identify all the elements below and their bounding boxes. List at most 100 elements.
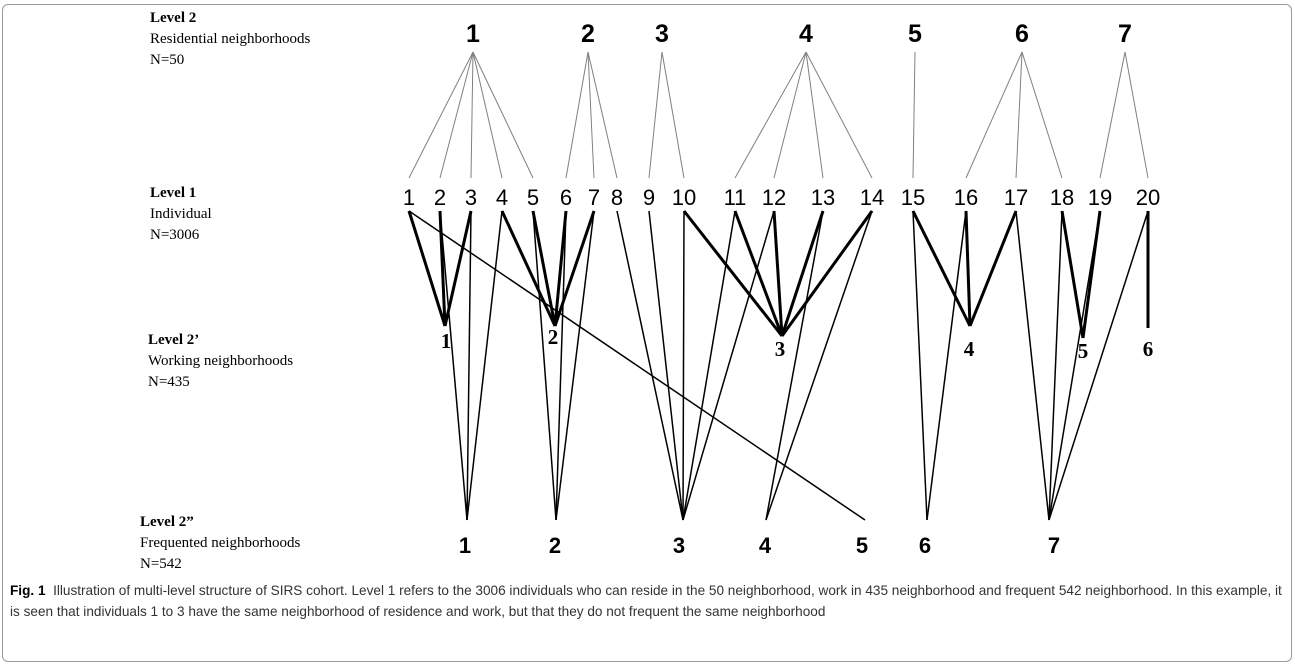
individual-node-label: 11 [724,185,747,210]
work-edge [553,210,568,327]
level-n: N=50 [150,52,185,68]
frequent-edge [439,210,468,521]
residential-node-label: 5 [908,20,922,48]
residence-edge [965,51,1023,179]
frequented-node-label: 4 [759,533,772,558]
individual-node-label: 13 [811,185,835,210]
residence-edge [912,51,916,179]
individual-node-label: 17 [1004,185,1028,210]
frequented-node-label: 2 [549,533,561,558]
frequent-edge [532,210,557,521]
residence-edge [472,51,534,179]
work-edge [682,210,784,337]
individual-node-label: 8 [611,185,623,210]
individual-node-label: 3 [465,185,477,210]
residence-edge [587,51,618,179]
individual-node-label: 19 [1088,185,1112,210]
residence-edge [734,51,807,179]
frequent-edge [648,210,684,521]
frequent-edge [682,210,685,521]
work-edge [443,210,473,327]
work-edge [1060,210,1085,339]
residence-edges [408,51,1149,179]
frequent-edge [1048,210,1063,521]
individual-node-label: 4 [496,185,508,210]
frequent-edge [682,210,775,521]
individual-node-label: 15 [901,185,925,210]
residence-edge [565,51,589,179]
individual-node-label: 10 [672,185,696,210]
residence-edge [472,51,503,179]
individual-node-label: 7 [588,185,600,210]
frequent-edges [408,210,1149,521]
frequented-node-label: 7 [1048,533,1060,558]
work-edge [407,210,447,327]
residential-node-label: 3 [655,20,669,48]
residence-edge [648,51,663,179]
frequent-edge [765,210,824,521]
individual-node-label: 12 [762,185,786,210]
level-title: Level 2” [140,514,194,530]
work-edge [780,210,874,337]
frequent-edge [1015,210,1050,521]
multilevel-diagram: 1 2 3 4 5 6 71 2 3 4 5 6 7 8 9 10 11 12 13 14 15 16 17 18 19 201 2… [403,20,1160,558]
level-title: Level 2’ [148,332,200,348]
level-label-frequented: Level 2” Frequented neighborhoods N=542 [140,512,300,575]
working-node-label: 3 [775,337,786,361]
residence-edge [1015,51,1023,179]
level-desc: Frequented neighborhoods [140,535,301,551]
residence-edge [1099,51,1126,179]
working-node-label: 2 [548,325,559,349]
level-desc: Residential neighborhoods [150,31,311,47]
work-edge [780,210,825,337]
frequented-node-label: 1 [459,533,471,558]
residential-node-label: 2 [581,20,595,48]
residential-node-label: 4 [799,20,813,48]
level-n: N=542 [140,556,182,572]
residence-edge [1021,51,1063,179]
frequent-edge [466,210,472,521]
residence-edge [1124,51,1149,179]
level-label-working: Level 2’ Working neighborhoods N=435 [148,330,293,393]
work-edge [531,210,557,327]
individual-node-label: 2 [434,185,446,210]
frequent-edge [1048,210,1101,521]
work-edge [733,210,784,337]
figure-frame [2,4,1292,662]
working-node-label: 6 [1143,337,1154,361]
work-edge [438,210,447,327]
residence-edge [805,51,824,179]
working-node-label: 5 [1078,339,1089,363]
work-edge [968,210,1018,327]
frequent-edge [682,210,736,521]
individual-node-label: 18 [1050,185,1074,210]
individual-node-label: 16 [954,185,978,210]
level-title: Level 1 [150,185,197,201]
caption-label: Fig. 1 [10,583,46,598]
residential-node-label: 7 [1118,20,1132,48]
residence-edge [805,51,873,179]
individual-node-label: 5 [527,185,539,210]
work-edge [772,210,784,337]
figure-caption: Fig. 1 Illustration of multi-level struc… [10,580,1285,622]
working-node-label: 4 [964,337,975,361]
level-n: N=3006 [150,227,200,243]
frequented-node-label: 3 [673,533,685,558]
individual-node-label: 20 [1136,185,1160,210]
residence-edge [470,51,474,179]
frequent-edge [408,210,866,521]
work-edge [911,210,972,327]
residence-edge [439,51,474,179]
residence-edge [661,51,685,179]
individual-node-label: 6 [560,185,572,210]
frequent-edge [616,210,684,521]
residence-edge [773,51,807,179]
level-label-residential: Level 2 Residential neighborhoods N=50 [150,8,310,71]
work-edge [553,210,596,327]
node-labels: 1 2 3 4 5 6 71 2 3 4 5 6 7 8 9 10 11 12 13 14 15 16 17 18 19 201 2… [403,20,1160,558]
residence-edge [587,51,595,179]
level-desc: Individual [150,206,212,222]
frequent-edge [912,210,928,521]
work-edges [407,210,1150,339]
individual-node-label: 1 [403,185,415,210]
